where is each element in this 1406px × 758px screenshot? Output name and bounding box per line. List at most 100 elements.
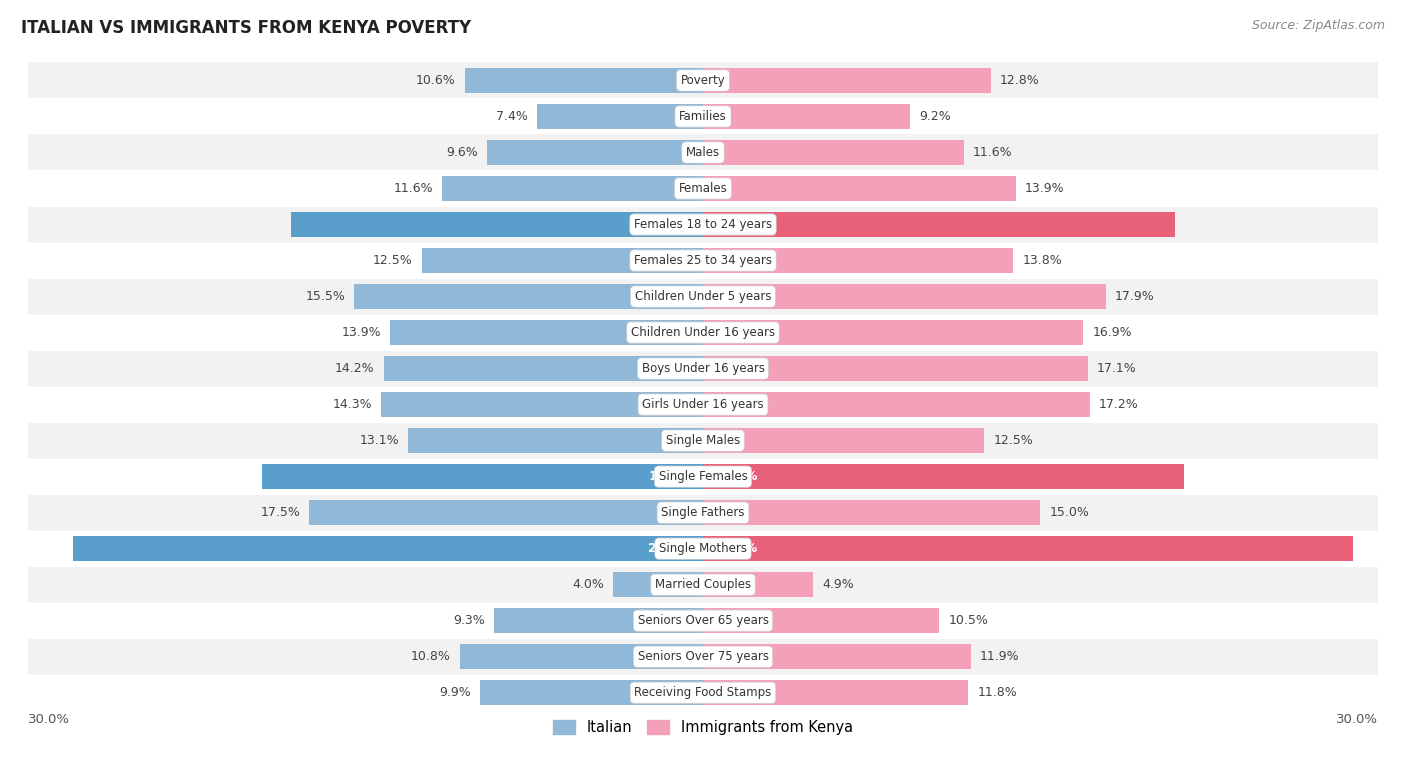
Bar [28, 350, 1378, 387]
Bar [703, 572, 813, 597]
Text: ITALIAN VS IMMIGRANTS FROM KENYA POVERTY: ITALIAN VS IMMIGRANTS FROM KENYA POVERTY [21, 19, 471, 37]
Bar [28, 206, 1378, 243]
Bar [703, 249, 1014, 273]
Bar [703, 321, 1083, 345]
Legend: Italian, Immigrants from Kenya: Italian, Immigrants from Kenya [547, 715, 859, 741]
Bar [460, 644, 703, 669]
Bar [73, 537, 703, 561]
Text: Receiving Food Stamps: Receiving Food Stamps [634, 686, 772, 699]
Text: Single Mothers: Single Mothers [659, 542, 747, 555]
Bar [494, 609, 703, 633]
Text: 10.5%: 10.5% [948, 614, 988, 627]
Text: Seniors Over 65 years: Seniors Over 65 years [637, 614, 769, 627]
Bar [28, 639, 1378, 675]
Bar [703, 428, 984, 453]
Text: 28.0%: 28.0% [648, 542, 692, 555]
Bar [28, 603, 1378, 639]
Bar [262, 465, 703, 489]
Text: Children Under 16 years: Children Under 16 years [631, 326, 775, 339]
Bar [28, 459, 1378, 495]
Bar [384, 356, 703, 381]
Text: 10.6%: 10.6% [416, 74, 456, 87]
Bar [703, 644, 970, 669]
Text: Females 18 to 24 years: Females 18 to 24 years [634, 218, 772, 231]
Text: 11.9%: 11.9% [980, 650, 1019, 663]
Text: 21.0%: 21.0% [714, 218, 758, 231]
Text: 14.2%: 14.2% [335, 362, 374, 375]
Text: 10.8%: 10.8% [411, 650, 451, 663]
Bar [28, 278, 1378, 315]
Text: Seniors Over 75 years: Seniors Over 75 years [637, 650, 769, 663]
Bar [28, 531, 1378, 567]
Text: 18.3%: 18.3% [648, 218, 692, 231]
Text: 4.9%: 4.9% [823, 578, 853, 591]
Text: 15.5%: 15.5% [305, 290, 346, 303]
Bar [703, 177, 1015, 201]
Text: 30.0%: 30.0% [1336, 713, 1378, 725]
Bar [613, 572, 703, 597]
Bar [28, 171, 1378, 206]
Bar [291, 212, 703, 236]
Text: 17.2%: 17.2% [1099, 398, 1139, 411]
Text: 19.6%: 19.6% [648, 470, 692, 483]
Text: 11.6%: 11.6% [394, 182, 433, 195]
Text: 17.1%: 17.1% [1097, 362, 1136, 375]
Bar [422, 249, 703, 273]
Bar [28, 387, 1378, 423]
Bar [28, 243, 1378, 278]
Bar [703, 609, 939, 633]
Text: 13.9%: 13.9% [342, 326, 381, 339]
Bar [703, 212, 1175, 236]
Bar [28, 423, 1378, 459]
Bar [441, 177, 703, 201]
Text: 11.8%: 11.8% [977, 686, 1017, 699]
Text: Poverty: Poverty [681, 74, 725, 87]
Bar [703, 68, 991, 92]
Text: 13.8%: 13.8% [1022, 254, 1062, 267]
Text: 4.0%: 4.0% [572, 578, 605, 591]
Text: Single Males: Single Males [666, 434, 740, 447]
Bar [703, 393, 1090, 417]
Bar [309, 500, 703, 525]
Text: Children Under 5 years: Children Under 5 years [634, 290, 772, 303]
Bar [703, 356, 1088, 381]
Bar [703, 681, 969, 705]
Bar [537, 104, 703, 129]
Bar [28, 134, 1378, 171]
Text: 12.8%: 12.8% [1000, 74, 1039, 87]
Text: Boys Under 16 years: Boys Under 16 years [641, 362, 765, 375]
Text: Families: Families [679, 110, 727, 123]
Bar [703, 500, 1040, 525]
Text: 11.6%: 11.6% [973, 146, 1012, 159]
Bar [703, 284, 1105, 309]
Bar [703, 104, 910, 129]
Text: 13.9%: 13.9% [1025, 182, 1064, 195]
Text: Females 25 to 34 years: Females 25 to 34 years [634, 254, 772, 267]
Text: 30.0%: 30.0% [28, 713, 70, 725]
Text: 9.9%: 9.9% [440, 686, 471, 699]
Text: 15.0%: 15.0% [1049, 506, 1090, 519]
Text: Single Females: Single Females [658, 470, 748, 483]
Text: 12.5%: 12.5% [993, 434, 1033, 447]
Bar [391, 321, 703, 345]
Text: 9.2%: 9.2% [920, 110, 950, 123]
Bar [28, 315, 1378, 350]
Text: 9.3%: 9.3% [453, 614, 485, 627]
Text: 9.6%: 9.6% [446, 146, 478, 159]
Bar [354, 284, 703, 309]
Bar [28, 99, 1378, 134]
Text: 16.9%: 16.9% [1092, 326, 1132, 339]
Bar [381, 393, 703, 417]
Text: 28.9%: 28.9% [714, 542, 758, 555]
Text: 13.1%: 13.1% [360, 434, 399, 447]
Text: Single Fathers: Single Fathers [661, 506, 745, 519]
Text: Married Couples: Married Couples [655, 578, 751, 591]
Bar [28, 62, 1378, 99]
Bar [464, 68, 703, 92]
Bar [703, 537, 1353, 561]
Bar [486, 140, 703, 164]
Text: 17.5%: 17.5% [260, 506, 301, 519]
Text: Males: Males [686, 146, 720, 159]
Text: Girls Under 16 years: Girls Under 16 years [643, 398, 763, 411]
Bar [28, 675, 1378, 711]
